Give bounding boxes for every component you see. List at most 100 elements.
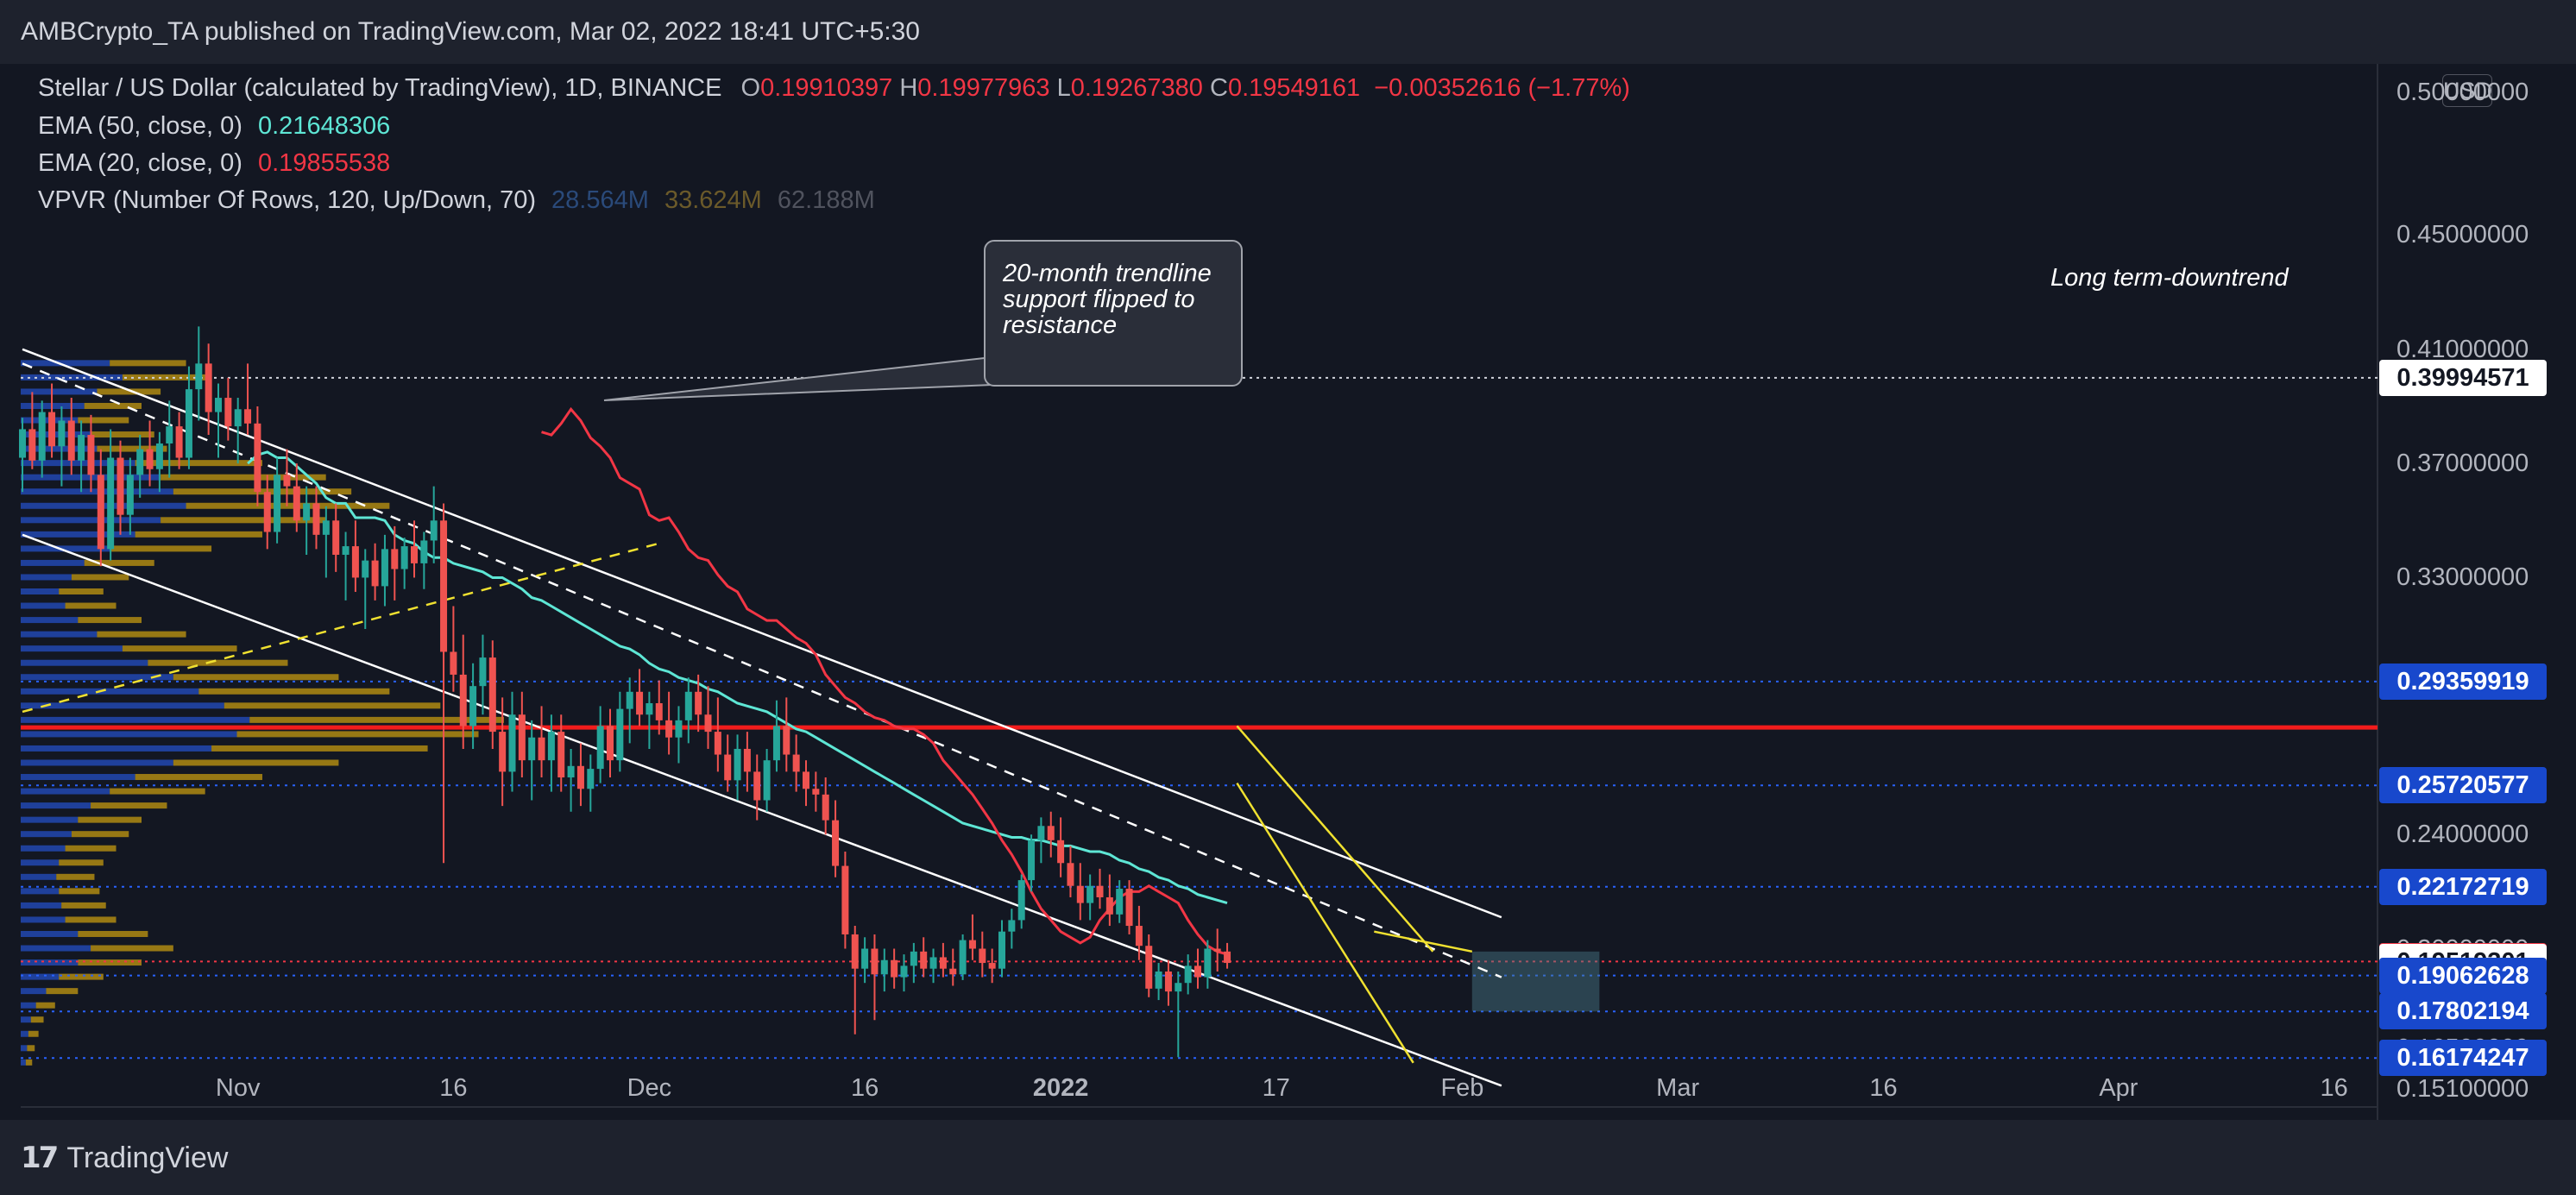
y-tick-label: 0.50000000 — [2396, 79, 2529, 107]
vpvr-up-bar — [21, 731, 237, 738]
price-tag[interactable]: 0.19062628 — [2379, 957, 2547, 994]
footer-bar — [0, 1120, 2576, 1195]
vpvr-down-bar — [25, 1059, 33, 1066]
vpvr-down-bar — [91, 945, 173, 952]
candle-body — [557, 732, 565, 778]
candle-body — [234, 409, 242, 427]
candle-body — [792, 754, 800, 772]
vpvr-up-bar — [21, 1002, 36, 1009]
candle-body — [910, 951, 917, 966]
y-tick-label: 0.37000000 — [2396, 450, 2529, 478]
candle-body — [440, 520, 448, 652]
currency-label[interactable]: USD — [2442, 74, 2492, 107]
candle-body — [450, 651, 457, 675]
x-tick-label: Apr — [2099, 1074, 2138, 1102]
vpvr-up-bar — [21, 559, 85, 566]
candle-body — [1067, 863, 1074, 886]
candle-body — [1164, 971, 1172, 992]
vpvr-down-bar — [65, 916, 117, 923]
symbol-name: Stellar / US Dollar (calculated by Tradi… — [38, 74, 722, 102]
price-chart[interactable] — [0, 64, 2576, 1120]
candle-body — [587, 769, 595, 789]
candle-body — [979, 948, 986, 964]
trendline-old-support — [22, 542, 660, 714]
note-long-term-downtrend[interactable]: Long term-downtrend — [2050, 264, 2289, 292]
candle-body — [107, 457, 115, 550]
vpvr-up-bar — [21, 745, 212, 752]
vpvr-up-bar — [21, 431, 91, 438]
price-tag[interactable]: 0.16174247 — [2379, 1040, 2547, 1077]
candle-body — [244, 409, 252, 424]
vpvr-up-bar — [21, 1016, 31, 1023]
candle-body — [274, 475, 281, 532]
candle-body — [753, 771, 761, 801]
vpvr-up-bar — [21, 517, 161, 524]
vpvr-down-bar — [59, 888, 100, 895]
candle-body — [803, 771, 809, 789]
candle-body — [488, 657, 496, 733]
candle-body — [1086, 885, 1094, 903]
vpvr-down-bar — [78, 930, 148, 937]
candle-body — [97, 475, 104, 550]
candle-body — [283, 475, 291, 487]
candle-body — [1105, 896, 1113, 915]
candle-body — [1008, 920, 1016, 932]
legend-vpvr-row[interactable]: VPVR (Number Of Rows, 120, Up/Down, 70) … — [38, 186, 875, 215]
callout-trendline[interactable]: 20-month trendline support flipped to re… — [984, 240, 1243, 387]
price-tag[interactable]: 0.17802194 — [2379, 993, 2547, 1030]
candle-body — [155, 443, 163, 469]
x-tick-label: Nov — [215, 1074, 261, 1102]
low-label: L — [1056, 74, 1071, 102]
vpvr-up-bar — [21, 973, 60, 980]
trendline-channel-mid — [22, 362, 1502, 978]
publisher-bar: AMBCrypto_TA published on TradingView.co… — [0, 0, 2576, 64]
ema50-value: 0.21648306 — [258, 112, 391, 140]
candle-body — [1116, 889, 1124, 915]
candle-body — [362, 560, 369, 578]
candle-body — [28, 429, 36, 461]
vpvr-up-bar — [21, 645, 123, 652]
vpvr-down-bar — [84, 559, 154, 566]
close-label: C — [1210, 74, 1228, 102]
legend-ema20-row[interactable]: EMA (20, close, 0) 0.19855538 — [38, 149, 390, 178]
candle-body — [205, 363, 212, 412]
candle-body — [861, 948, 869, 969]
candle-body — [312, 503, 320, 535]
trendline-channel-upper — [22, 348, 1502, 919]
tradingview-logo[interactable]: 17 TradingView — [21, 1141, 228, 1175]
price-tag[interactable]: 0.22172719 — [2379, 868, 2547, 905]
vpvr-up-bar — [21, 831, 72, 838]
vpvr-down-bar — [27, 1045, 35, 1052]
vpvr-down-bar — [56, 873, 95, 880]
vpvr-up-bar — [21, 574, 72, 581]
publisher-line: AMBCrypto_TA published on TradingView.co… — [21, 17, 920, 46]
price-tag[interactable]: 0.39994571 — [2379, 360, 2547, 397]
candle-body — [254, 423, 261, 493]
vpvr-down-bar — [91, 802, 167, 809]
candle-body — [430, 520, 438, 541]
candle-body — [1194, 965, 1201, 978]
vpvr-up-bar — [21, 945, 91, 952]
candle-body — [714, 732, 721, 755]
vpvr-down-bar — [198, 688, 390, 695]
vpvr-up-bar — [21, 388, 98, 395]
vpvr-up-value: 28.564M — [551, 186, 649, 214]
vpvr-down-bar — [148, 659, 288, 666]
price-tag[interactable]: 0.25720577 — [2379, 767, 2547, 804]
candle-body — [166, 426, 173, 443]
vpvr-down-bar — [135, 531, 262, 538]
vpvr-down-bar — [110, 360, 186, 367]
candle-body — [1213, 948, 1221, 952]
vpvr-down-bar — [61, 902, 106, 909]
vpvr-down-bar — [35, 1002, 55, 1009]
candle-body — [871, 948, 879, 975]
vpvr-up-bar — [21, 774, 135, 781]
candle-body — [508, 714, 516, 772]
candle-body — [704, 714, 712, 733]
vpvr-down-bar — [97, 631, 186, 638]
vpvr-down-bar — [161, 474, 326, 481]
candle-body — [695, 691, 702, 715]
legend-ema50-row[interactable]: EMA (50, close, 0) 0.21648306 — [38, 112, 390, 141]
price-tag[interactable]: 0.29359919 — [2379, 663, 2547, 700]
candle-body — [1175, 983, 1182, 992]
